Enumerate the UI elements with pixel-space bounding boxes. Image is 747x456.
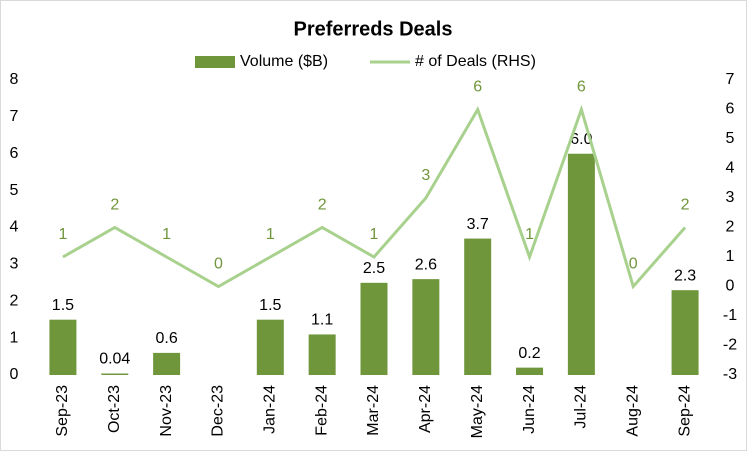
data-label: 1 (525, 226, 534, 243)
x-tick-label: Jul-24 (573, 385, 590, 429)
y-tick-label: 4 (10, 219, 19, 236)
y2-tick-label: 3 (726, 189, 735, 206)
bar (360, 282, 388, 375)
bar (308, 334, 336, 375)
data-label: 2 (681, 197, 690, 214)
y-tick-label: 7 (10, 108, 19, 125)
line (62, 104, 687, 290)
y-tick-label: 2 (10, 292, 19, 309)
x-tick-label: Jun-24 (521, 385, 538, 434)
x-tick-label: Oct-23 (106, 385, 123, 433)
data-label: 6 (577, 79, 586, 96)
bar (464, 238, 492, 375)
data-label: 1.5 (52, 297, 74, 314)
chart-title: Preferreds Deals (294, 18, 453, 40)
bar (412, 279, 440, 375)
y2-tick-label: 6 (726, 101, 735, 118)
x-tick-label: Apr-24 (417, 385, 434, 433)
bar (516, 367, 544, 375)
data-label: 1.1 (311, 312, 333, 329)
y2-tick-label: 0 (726, 278, 735, 295)
y-tick-label: 6 (10, 145, 19, 162)
data-label: 3 (421, 167, 430, 184)
data-label: 2.5 (363, 260, 385, 277)
data-label: 6 (473, 79, 482, 96)
x-tick-label: Dec-23 (210, 385, 227, 437)
x-tick-label: May-24 (469, 385, 486, 438)
legend-label: Volume ($B) (240, 53, 328, 70)
bar (49, 319, 77, 375)
data-label: 1 (162, 226, 171, 243)
x-tick-label: Mar-24 (365, 385, 382, 436)
y2-tick-label: -2 (723, 337, 737, 354)
x-tick-label: Sep-23 (54, 385, 71, 437)
y2-tick-label: 5 (726, 130, 735, 147)
bar (101, 373, 129, 375)
x-tick-label: Sep-24 (676, 385, 693, 437)
data-label: 3.7 (467, 216, 489, 233)
y-tick-label: 5 (10, 182, 19, 199)
data-label: 0 (629, 256, 638, 273)
bar (671, 290, 699, 375)
y2-tick-label: 1 (726, 248, 735, 265)
bar (256, 319, 284, 375)
x-tick-label: Aug-24 (624, 385, 641, 437)
legend-swatch (195, 56, 235, 68)
y-tick-label: 0 (10, 366, 19, 383)
bar (153, 352, 181, 375)
data-label: 2.6 (415, 256, 437, 273)
data-label: 2 (110, 197, 119, 214)
data-label: 0.6 (155, 330, 177, 347)
y2-tick-label: -3 (723, 366, 737, 383)
data-label: 6.0 (570, 131, 592, 148)
x-tick-label: Jan-24 (262, 385, 279, 434)
y-tick-label: 8 (10, 71, 19, 88)
y-tick-label: 3 (10, 256, 19, 273)
data-label: 2.3 (674, 267, 696, 284)
data-label: 0.04 (99, 351, 130, 368)
legend-label: # of Deals (RHS) (415, 53, 536, 70)
data-label: 1 (58, 226, 67, 243)
data-label: 0.2 (518, 345, 540, 362)
y2-tick-label: 2 (726, 219, 735, 236)
x-tick-label: Feb-24 (313, 385, 330, 436)
y2-tick-label: 7 (726, 71, 735, 88)
bar (567, 153, 595, 375)
data-label: 2 (318, 197, 327, 214)
x-tick-label: Nov-23 (158, 385, 175, 437)
y-tick-label: 1 (10, 329, 19, 346)
data-label: 1 (266, 226, 275, 243)
data-label: 1.5 (259, 297, 281, 314)
y2-tick-label: -1 (723, 307, 737, 324)
data-label: 1 (370, 226, 379, 243)
data-label: 0 (214, 256, 223, 273)
y2-tick-label: 4 (726, 160, 735, 177)
